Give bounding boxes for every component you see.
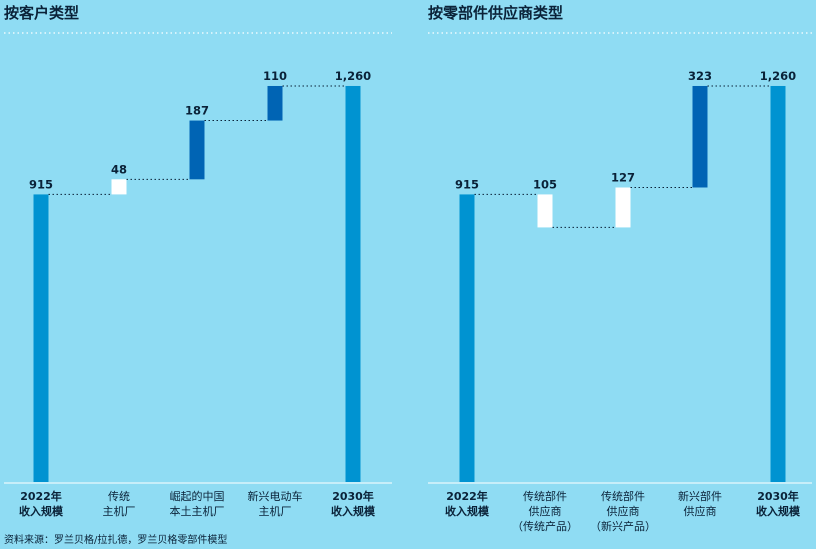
waterfall-bar [345, 85, 361, 483]
waterfall-bar [267, 85, 283, 121]
category-label: 2030年 [332, 489, 374, 503]
data-label: 1,260 [760, 69, 796, 83]
category-label: 主机厂 [259, 504, 292, 518]
data-label: 48 [111, 162, 127, 176]
category-label: 传统 [108, 490, 130, 503]
waterfall-bar [459, 194, 475, 482]
category-label: 新兴电动车 [248, 489, 303, 503]
category-label: 新兴部件 [678, 489, 722, 503]
category-label: 收入规模 [331, 504, 376, 518]
waterfall-bar [692, 85, 708, 188]
waterfall-bar [111, 179, 127, 195]
category-label: 主机厂 [103, 504, 136, 518]
source-note: 资料来源：罗兰贝格/拉扎德，罗兰贝格零部件模型 [4, 533, 227, 546]
category-label: 传统部件 [523, 489, 567, 503]
data-label: 105 [533, 177, 557, 191]
data-label: 323 [688, 69, 712, 83]
category-label: 2022年 [446, 489, 488, 503]
data-label: 127 [611, 171, 635, 185]
category-label: 本土主机厂 [170, 504, 225, 518]
chart-title: 按零部件供应商类型 [428, 4, 563, 22]
data-label: 187 [185, 104, 209, 118]
category-label: 供应商 [607, 504, 640, 518]
category-label: 收入规模 [445, 504, 490, 518]
waterfall-bar [33, 194, 49, 482]
category-label: 2022年 [20, 489, 62, 503]
category-label: 供应商 [529, 504, 562, 518]
data-label: 110 [263, 69, 287, 83]
chart-title: 按客户类型 [4, 4, 79, 22]
category-label: （传统产品） [512, 519, 578, 533]
category-label: 收入规模 [19, 504, 64, 518]
waterfall-bar [770, 85, 786, 483]
category-label: 2030年 [757, 489, 799, 503]
data-label: 1,260 [335, 69, 371, 83]
data-label: 915 [455, 177, 479, 191]
category-label: （新兴产品） [590, 519, 656, 533]
waterfall-bar [189, 120, 205, 180]
category-label: 传统部件 [601, 489, 645, 503]
data-label: 915 [29, 177, 53, 191]
category-label: 收入规模 [756, 504, 801, 518]
category-label: 崛起的中国 [170, 489, 225, 503]
category-label: 供应商 [684, 504, 717, 518]
waterfall-bar [615, 187, 631, 228]
waterfall-bar [537, 194, 553, 228]
